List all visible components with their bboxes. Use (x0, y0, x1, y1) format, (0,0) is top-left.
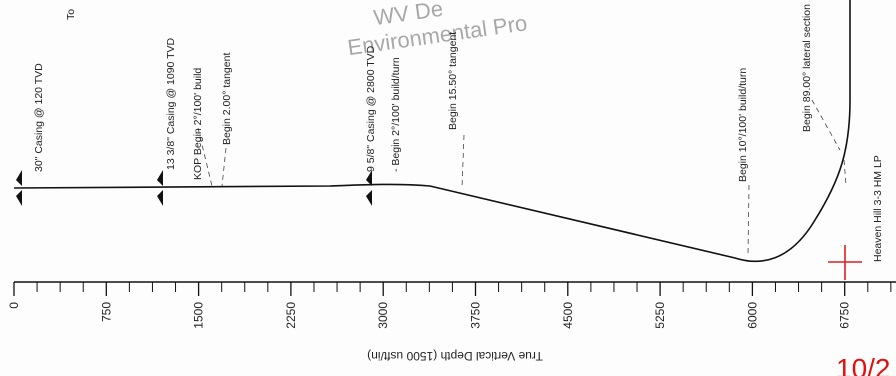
tick-label: 0 (7, 302, 21, 309)
tick-label: 3750 (469, 302, 483, 329)
target-marker (828, 245, 862, 280)
axis-title: True Vertical Depth (1500 usft/in) (367, 349, 543, 363)
annotation: Begin 89.00° lateral section (801, 4, 813, 132)
tick-label: 6000 (745, 302, 759, 329)
annotation: - Begin 2°/100' build/turn (390, 57, 402, 172)
stamp: 10/2 (836, 353, 891, 376)
casing-symbols (16, 170, 372, 206)
annotation: Begin 10°/100' build/turn (737, 68, 749, 182)
tick-label: 4500 (561, 302, 575, 329)
tick-label: 3000 (376, 302, 390, 329)
annotation: 30" Casing @ 120 TVD (33, 63, 45, 172)
well-path (13, 0, 851, 263)
annotation: 13 3/8" Casing @ 1090 TVD (165, 37, 177, 170)
tick-label: 5250 (653, 302, 667, 329)
leader-lines (197, 99, 847, 256)
tick-label: 750 (99, 302, 113, 322)
tick-label: 6750 (838, 302, 852, 329)
tick-label: 2250 (284, 302, 298, 329)
annotation: Begin 2.00° tangent (221, 53, 233, 145)
top-fragment: To (65, 9, 77, 20)
annotation: KOP Begin 2°/100' build (192, 68, 204, 180)
annotation: Heaven Hill 3-3 HM LP (872, 155, 884, 262)
axis-ticks: 0 750 1500 2250 3000 3750 4500 5250 6000 6750 (7, 282, 892, 329)
tick-label: 1500 (192, 302, 206, 329)
annotation: Begin 15.50° tangent (447, 32, 459, 130)
annotation: 9 5/8" Casing @ 2800 TVD (365, 45, 377, 172)
